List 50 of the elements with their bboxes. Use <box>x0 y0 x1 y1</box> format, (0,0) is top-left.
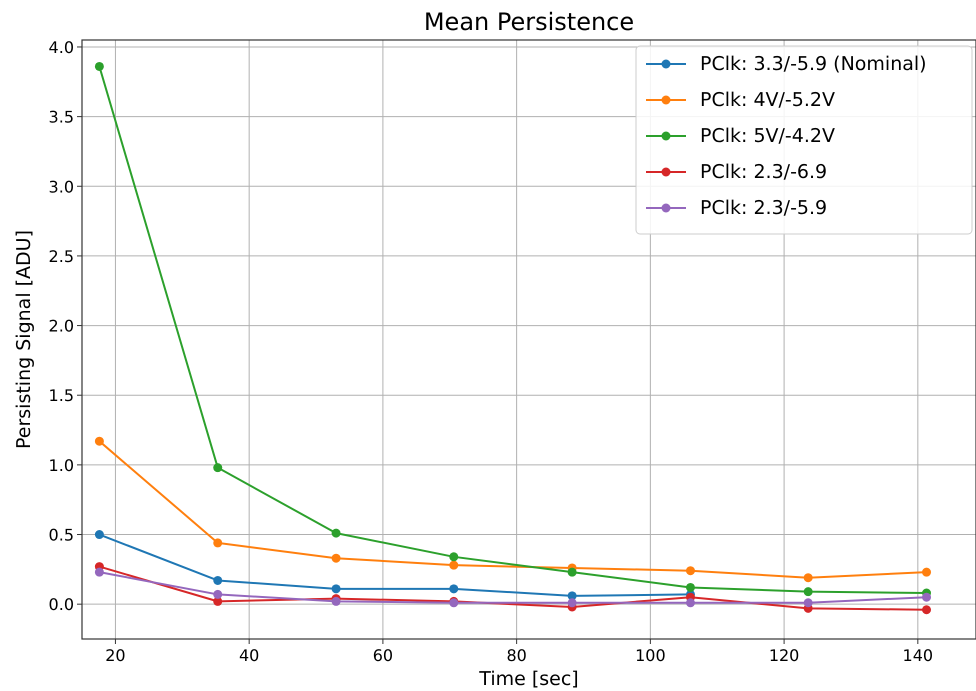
point <box>332 554 341 563</box>
point <box>94 568 104 577</box>
legend-label: PClk: 4V/-5.2V <box>700 89 836 111</box>
y-tick-label: 0.0 <box>48 595 74 614</box>
point <box>922 568 932 577</box>
point <box>94 62 104 71</box>
point <box>804 587 813 596</box>
y-tick-label: 1.5 <box>48 386 74 406</box>
point <box>332 596 341 606</box>
y-tick-label: 0.5 <box>48 526 74 545</box>
point <box>449 552 458 562</box>
point <box>568 598 577 608</box>
legend-label: PClk: 2.3/-5.9 <box>700 197 828 219</box>
point <box>213 590 222 599</box>
x-tick-label: 140 <box>902 646 934 665</box>
point <box>213 463 222 472</box>
y-tick-label: 1.0 <box>48 456 74 475</box>
point <box>332 528 341 538</box>
point <box>94 530 104 540</box>
y-axis-title: Persisting Signal [ADU] <box>13 230 35 449</box>
point <box>332 584 341 594</box>
x-tick-label: 120 <box>768 646 800 665</box>
legend-label: PClk: 5V/-4.2V <box>700 125 836 147</box>
point <box>213 538 222 548</box>
x-tick-label: 40 <box>238 646 260 665</box>
legend-label: PClk: 2.3/-6.9 <box>700 161 828 183</box>
point <box>213 576 222 585</box>
point <box>449 584 458 594</box>
x-tick-label: 60 <box>372 646 394 665</box>
legend-label: PClk: 3.3/-5.9 (Nominal) <box>700 53 927 75</box>
point <box>922 592 932 602</box>
point <box>804 573 813 582</box>
point <box>568 568 577 577</box>
x-axis-title: Time [sec] <box>478 668 579 690</box>
y-tick-label: 2.0 <box>48 316 74 336</box>
x-tick-label: 20 <box>105 646 126 665</box>
point <box>686 598 695 608</box>
chart-title: Mean Persistence <box>424 8 634 36</box>
y-tick-label: 3.5 <box>48 108 74 127</box>
point <box>804 598 813 608</box>
y-tick-label: 4.0 <box>48 38 74 57</box>
point <box>449 560 458 570</box>
point <box>94 436 104 446</box>
x-tick-label: 100 <box>635 646 666 665</box>
y-tick-label: 3.0 <box>48 177 74 196</box>
point <box>686 566 695 576</box>
x-tick-label: 80 <box>506 646 527 665</box>
y-tick-label: 2.5 <box>48 246 74 266</box>
point <box>922 605 932 614</box>
point <box>686 582 695 592</box>
